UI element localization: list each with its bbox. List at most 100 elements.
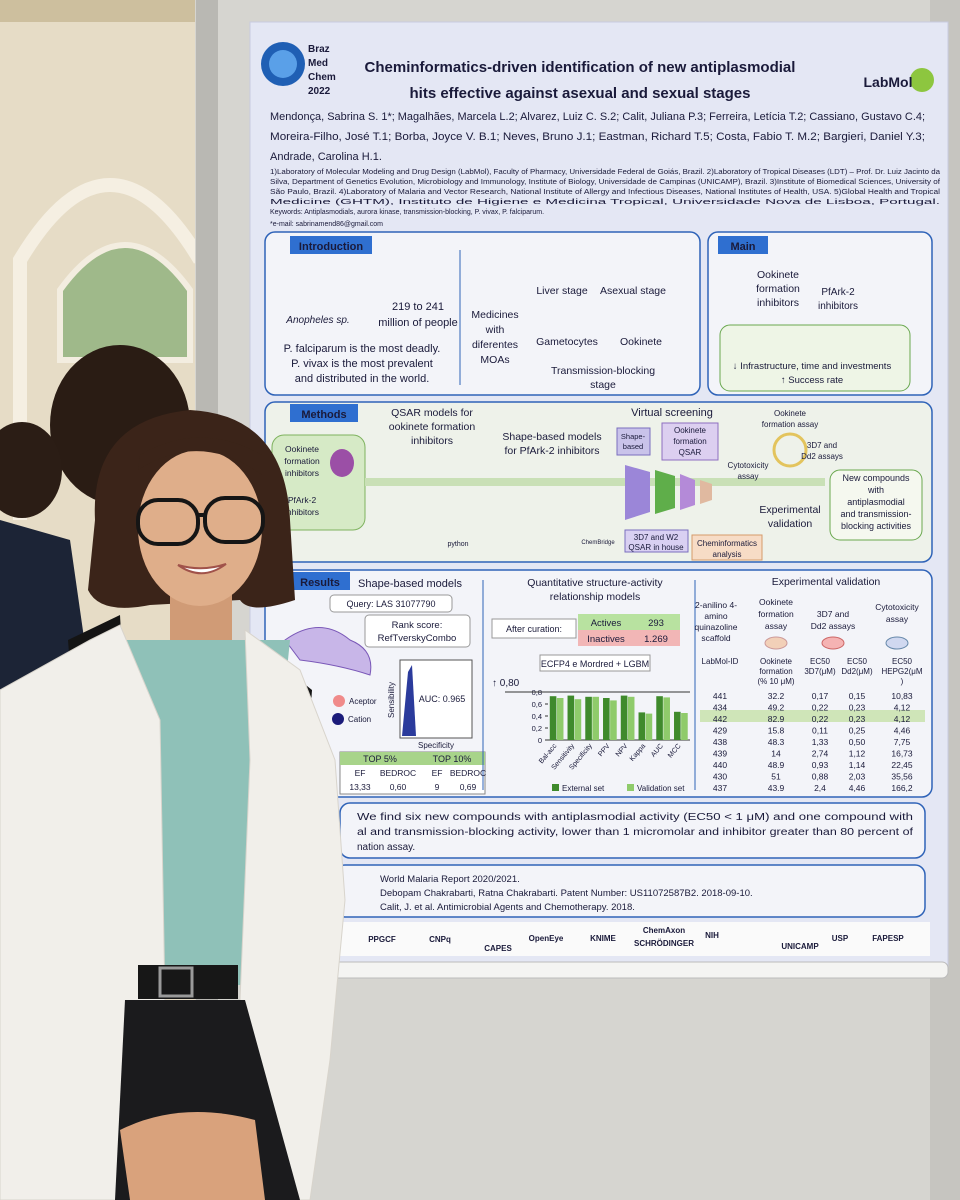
bar	[585, 696, 592, 740]
section-heading: Main	[730, 241, 755, 253]
event-logo-text: Chem	[308, 72, 336, 83]
table-cell: 1,12	[849, 749, 866, 759]
poster-text: Ookinete	[285, 444, 319, 454]
sponsor-logo: CAPES	[484, 944, 512, 953]
poster-text: inhibitors	[411, 435, 453, 447]
poster-text: Dd2 assays	[801, 452, 843, 461]
table-header: Dd2(μM)	[841, 667, 873, 676]
poster-text: quinazoline	[694, 622, 737, 632]
highlight-row	[700, 710, 925, 722]
cycle	[772, 432, 808, 468]
poster-text: 293	[648, 618, 664, 629]
table-header: EC50	[810, 657, 831, 666]
poster-text: inhibitors	[285, 468, 319, 478]
table-cell: 430	[713, 772, 727, 782]
poster-text: million of people	[378, 317, 458, 329]
table-cell: 429	[713, 726, 727, 736]
bar	[567, 695, 575, 740]
bystander-jacket	[0, 520, 90, 690]
legend-swatch	[552, 784, 559, 791]
poster-text: and transmission-	[840, 509, 911, 519]
poster-text: stage	[590, 379, 616, 391]
table-cell: 4,46	[849, 783, 866, 793]
email: *e-mail: sabrinamend86@gmail.com	[270, 221, 383, 228]
bar	[645, 713, 653, 740]
bar	[681, 713, 688, 740]
sponsor-logo: ChemAxon	[643, 926, 685, 935]
table-cell: 0,22	[812, 703, 829, 713]
poster-text: with	[867, 485, 884, 495]
table-cell: 2,03	[849, 772, 866, 782]
poster-text: P. falciparum is the most deadly.	[284, 343, 441, 355]
section-heading: Introduction	[299, 241, 363, 253]
poster-text: RefTverskyCombo	[378, 633, 457, 644]
curation-box	[491, 618, 577, 639]
table-cell: 14	[771, 749, 781, 759]
section-tag	[718, 236, 768, 254]
poster-text: Gametocytes	[536, 336, 598, 348]
poster-text: inhibitors	[285, 507, 319, 517]
table-cell: 43.9	[768, 783, 785, 793]
conclusion: We find six new compounds with antiplasm…	[357, 812, 913, 823]
poster-text: ↑ 0,80	[492, 678, 520, 689]
table-cell: 0,23	[849, 714, 866, 724]
reference: Calit, J. et al. Antimicrobial Agents an…	[380, 902, 635, 913]
event-logo-text: Med	[308, 58, 328, 69]
conclusion: al and transmission-blocking activity, l…	[357, 827, 913, 838]
table-cell: 0,93	[812, 760, 829, 770]
poster-text: diferentes	[472, 339, 518, 351]
bar	[556, 698, 564, 740]
poster-text: ↓ Infrastructure, time and investments	[733, 361, 892, 372]
petri-dish	[764, 636, 788, 650]
poster-text: analysis	[713, 550, 742, 559]
table-cell: 438	[713, 737, 727, 747]
poster-text: Ookinete	[759, 597, 793, 607]
inactives-box	[578, 630, 680, 646]
poster-text: Experimental validation	[772, 576, 881, 588]
poster-text: formation	[673, 437, 706, 446]
poster-text: Asexual stage	[600, 285, 666, 297]
affiliation: São Paulo, Brazil. 4)Laboratory of Malar…	[270, 189, 941, 196]
belt-buckle	[158, 966, 194, 998]
method-box	[691, 534, 763, 561]
poster-title: hits effective against asexual and sexua…	[410, 85, 751, 102]
lab-logo-text: LabMol	[864, 74, 913, 90]
poster-text: Cation	[348, 715, 371, 724]
rank-box	[364, 614, 471, 648]
poster-text: for PfArk-2 inhibitors	[504, 445, 599, 457]
section-tag	[290, 404, 358, 422]
legend-label: External set	[562, 784, 605, 793]
poster-text: 0,60	[390, 782, 407, 792]
authors: Andrade, Carolina H.1.	[270, 151, 382, 163]
poster-text: scaffold	[701, 633, 730, 643]
method-box	[661, 422, 719, 461]
introduction-panel	[264, 231, 701, 396]
table-cell: 15.8	[768, 726, 785, 736]
method-box	[624, 529, 689, 553]
poster-text: BEDROC	[450, 768, 486, 778]
poster-text: 2-anilino 4-	[695, 600, 737, 610]
table-cell: 1,14	[849, 760, 866, 770]
smile	[177, 563, 227, 575]
poster-text: inhibitors	[818, 301, 858, 312]
table-cell: 437	[713, 783, 727, 793]
face	[138, 450, 262, 606]
roc-curve	[402, 665, 416, 736]
table-cell: 0,11	[812, 726, 828, 736]
table-cell: 0,50	[849, 737, 866, 747]
table-cell: 48.9	[768, 760, 785, 770]
poster-text: antiplasmodial	[847, 497, 905, 507]
poster-text: QSAR models for	[391, 407, 473, 419]
poster-text: AUC: 0.965	[419, 694, 466, 704]
petri-dish	[821, 636, 845, 650]
poster-text: Virtual screening	[631, 407, 713, 419]
poster-text: TOP 5%	[363, 754, 397, 764]
poster-text: After curation:	[506, 624, 562, 634]
poster-text: ↑ Success rate	[781, 375, 843, 386]
poster-text: Ookinete	[674, 426, 707, 435]
reference: World Malaria Report 2020/2021.	[380, 874, 520, 885]
poster-text: and distributed in the world.	[295, 373, 430, 385]
glasses	[203, 496, 265, 544]
poster-text: with	[485, 324, 505, 336]
